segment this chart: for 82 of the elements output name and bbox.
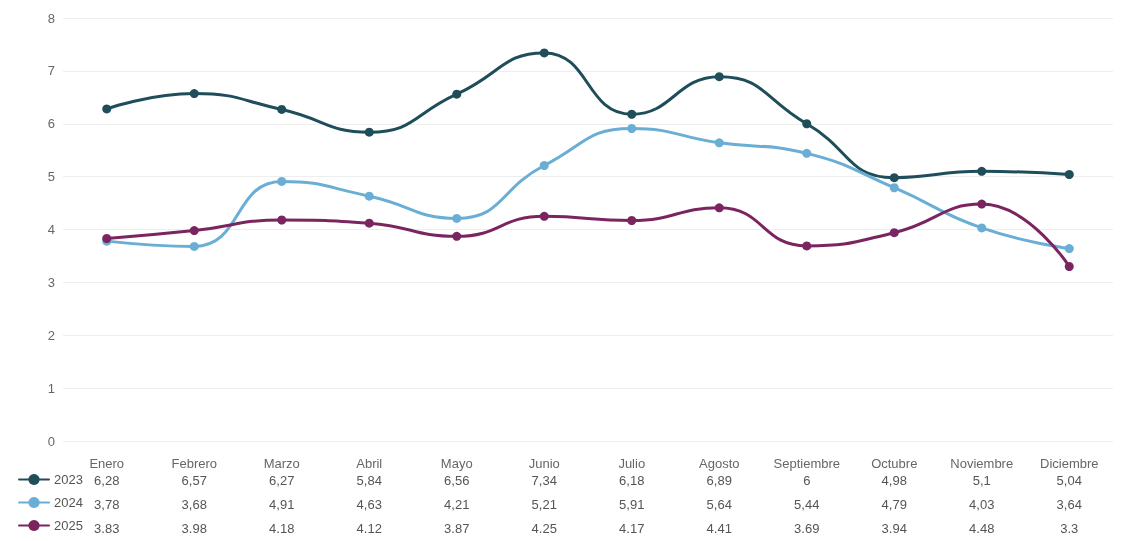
point	[539, 161, 549, 171]
data-label: 6,18	[619, 472, 645, 488]
point	[277, 215, 287, 225]
data-label: 4,79	[881, 496, 907, 512]
data-label: 5,1	[972, 472, 991, 488]
data-label: 5,84	[356, 472, 382, 488]
data-label: 6,28	[94, 472, 120, 488]
x-tick-label: Abril	[356, 456, 383, 471]
point	[1064, 170, 1074, 180]
point	[1064, 244, 1074, 254]
x-tick-label: Noviembre	[950, 456, 1014, 471]
data-label: 3,78	[94, 496, 120, 512]
data-label: 7,34	[531, 472, 557, 488]
data-label: 6,57	[181, 472, 207, 488]
point	[627, 124, 637, 134]
x-tick-label: Agosto	[699, 456, 740, 471]
x-tick-label: Febrero	[171, 456, 218, 471]
data-label: 5,04	[1056, 472, 1082, 488]
data-label: 6,89	[706, 472, 732, 488]
x-tick-label: Marzo	[263, 456, 300, 471]
data-label: 6,56	[444, 472, 470, 488]
legend-label: 2025	[54, 518, 83, 533]
x-tick-label: Julio	[618, 456, 646, 471]
point	[977, 166, 987, 176]
data-label: 5,21	[531, 496, 557, 512]
y-tick-label: 6	[47, 116, 55, 132]
point	[189, 241, 199, 251]
point	[189, 226, 199, 236]
data-label: 5,64	[706, 496, 732, 512]
point	[277, 104, 287, 114]
x-tick-label: Octubre	[871, 456, 918, 471]
point	[802, 119, 812, 129]
data-label: 5,91	[619, 496, 645, 512]
x-tick-label: Diciembre	[1039, 456, 1099, 471]
y-tick-label: 4	[47, 222, 55, 237]
point	[977, 223, 987, 233]
point	[714, 72, 724, 82]
y-tick-label: 1	[47, 380, 55, 396]
data-label: 6	[803, 472, 811, 488]
data-label: 4,91	[269, 496, 295, 512]
legend-label: 2024	[54, 495, 83, 510]
point	[452, 213, 462, 223]
point	[277, 176, 287, 186]
point	[714, 203, 724, 213]
y-tick-label: 2	[47, 327, 55, 343]
y-tick-label: 7	[47, 63, 55, 79]
data-label: 3,68	[181, 496, 207, 512]
point	[977, 199, 987, 209]
y-tick-label: 5	[47, 169, 55, 185]
point	[189, 89, 199, 99]
point	[802, 148, 812, 158]
y-tick-label: 0	[47, 433, 55, 449]
data-label: 4,21	[444, 496, 470, 512]
y-tick-label: 3	[47, 274, 55, 290]
data-label: 4,98	[881, 472, 907, 488]
point	[889, 173, 899, 183]
point	[539, 48, 549, 58]
point	[627, 216, 637, 226]
point	[452, 231, 462, 241]
point	[889, 183, 899, 193]
point	[452, 89, 462, 99]
point	[1064, 262, 1074, 272]
point	[364, 218, 374, 228]
point	[364, 127, 374, 137]
point	[102, 104, 112, 114]
data-label: 3,64	[1056, 496, 1082, 512]
point	[889, 228, 899, 238]
point	[802, 241, 812, 251]
data-label: 6,27	[269, 472, 295, 488]
x-tick-label: Septiembre	[773, 456, 840, 471]
x-tick-label: Junio	[528, 456, 560, 471]
x-tick-label: Enero	[89, 456, 125, 471]
point	[364, 191, 374, 201]
point	[627, 109, 637, 119]
x-tick-label: Mayo	[440, 456, 473, 471]
point	[714, 138, 724, 148]
legend-label: 2023	[54, 472, 83, 487]
y-tick-label: 8	[47, 10, 55, 26]
point	[539, 211, 549, 221]
data-label: 4,03	[969, 496, 995, 512]
data-label: 5,44	[794, 496, 820, 512]
data-label: 4,63	[356, 496, 382, 512]
